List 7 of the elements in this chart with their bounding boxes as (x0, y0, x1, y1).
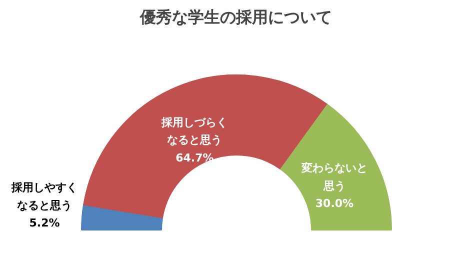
slice-label: 変わらないと思う (300, 162, 368, 192)
data-label: 64.7% (176, 151, 214, 164)
slice-label: 採用しやすくなると思う (10, 181, 78, 212)
slice-label: 採用しづらくなると思う (160, 116, 228, 147)
data-label: 30.0% (315, 197, 354, 210)
data-label: 5.2% (29, 216, 60, 230)
chart-title: 優秀な学生の採用について (139, 8, 332, 26)
